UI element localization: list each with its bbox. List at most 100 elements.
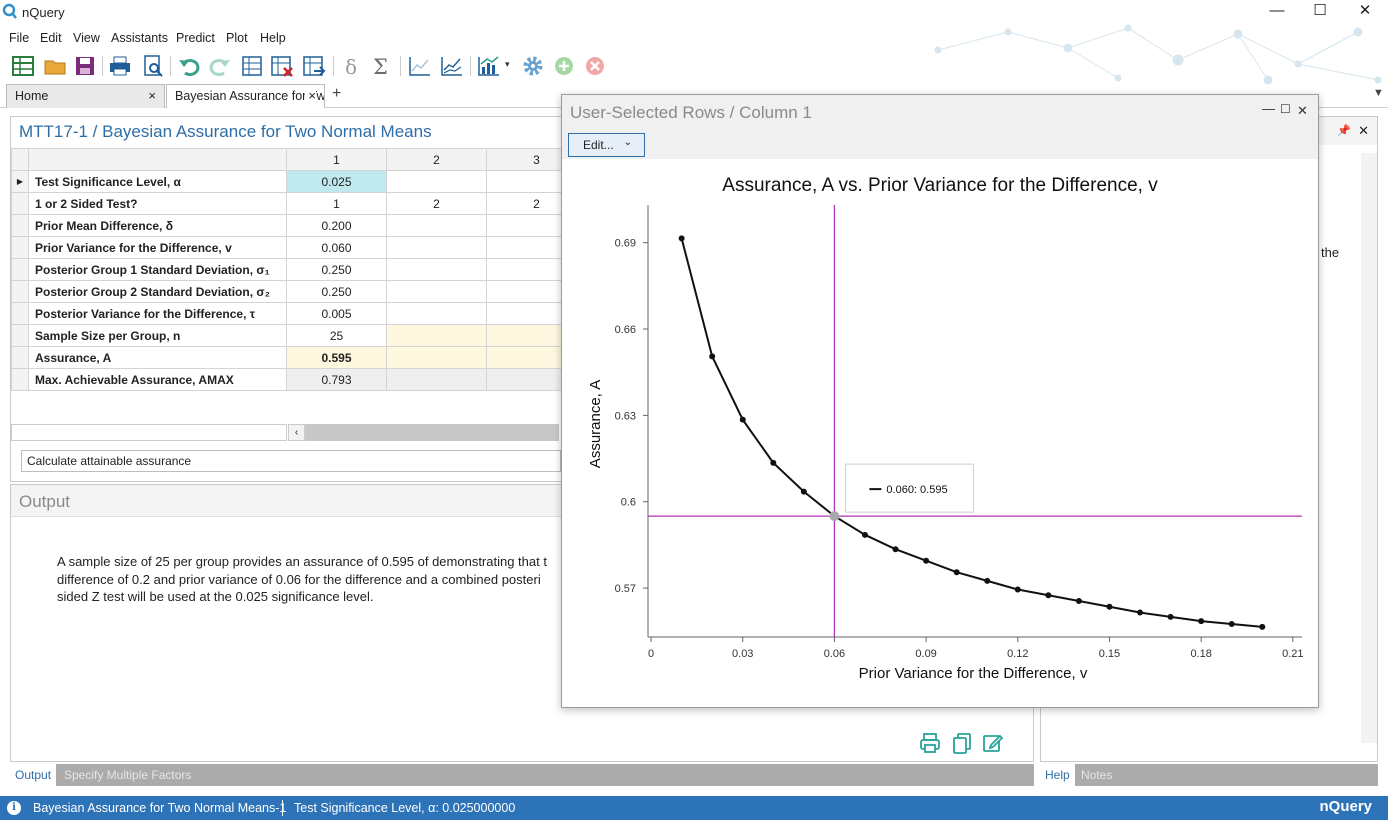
menu-view[interactable]: View <box>73 31 100 45</box>
tab-home-close-icon[interactable]: × <box>148 88 156 103</box>
output-bottom-tabs: Output Specify Multiple Factors <box>10 764 1034 786</box>
edit-button-label: Edit... <box>583 138 614 152</box>
table-cell[interactable] <box>386 236 487 259</box>
help-vertical-scrollbar[interactable] <box>1361 153 1377 743</box>
tab-notes[interactable]: Notes <box>1081 768 1113 782</box>
table-cell[interactable] <box>386 170 487 193</box>
settings-icon[interactable] <box>521 54 545 78</box>
table-cell[interactable]: 0.250 <box>286 258 387 281</box>
popup-maximize-button[interactable]: ☐ <box>1280 102 1291 116</box>
corner-header <box>11 148 29 171</box>
table-cell[interactable] <box>386 346 487 369</box>
calculate-option-select[interactable]: Calculate attainable assurance <box>21 450 561 472</box>
add-icon[interactable] <box>552 54 576 78</box>
data-point <box>923 557 930 564</box>
tab-bayesian-assurance[interactable]: Bayesian Assurance for Two Normal Means … <box>166 84 325 108</box>
table-cell[interactable] <box>386 214 487 237</box>
tab-specify-multiple-factors[interactable]: Specify Multiple Factors <box>64 768 192 782</box>
nquery-brand-logo: nQuery <box>1319 798 1372 815</box>
x-tick-label: 0.06 <box>824 648 845 660</box>
menu-plot[interactable]: Plot <box>226 31 248 45</box>
chart-dropdown-chevron-icon[interactable]: ▾ <box>505 59 510 69</box>
toolbar-separator <box>470 56 471 76</box>
table-cell[interactable]: 0.250 <box>286 280 387 303</box>
undo-icon[interactable] <box>177 54 201 78</box>
table-cell[interactable]: 2 <box>386 192 487 215</box>
scrollbar-thumb[interactable] <box>305 424 559 441</box>
copy-output-icon[interactable] <box>950 731 974 755</box>
menu-file[interactable]: File <box>9 31 30 45</box>
table-cell[interactable]: 0.060 <box>286 236 387 259</box>
table-cell[interactable]: 0.595 <box>286 346 387 369</box>
popup-close-button[interactable]: ✕ <box>1297 103 1308 118</box>
popup-minimize-button[interactable]: — <box>1262 101 1275 116</box>
table-cell[interactable] <box>386 302 487 325</box>
title-bar: nQuery — ☐ ✕ <box>0 0 1388 26</box>
line-chart-icon[interactable] <box>408 54 432 78</box>
row-label: Posterior Group 1 Standard Deviation, σ₁ <box>28 258 287 281</box>
y-tick-label: 0.66 <box>615 324 636 336</box>
column-header-1[interactable]: 1 <box>286 148 387 171</box>
print-preview-icon[interactable] <box>141 54 165 78</box>
tab-help[interactable]: Help <box>1040 764 1075 786</box>
status-document-name: Bayesian Assurance for Two Normal Means-… <box>33 801 287 815</box>
redo-icon[interactable] <box>208 54 232 78</box>
row-label: Test Significance Level, α <box>28 170 287 193</box>
chevron-down-icon: ⌄ <box>623 137 632 148</box>
delete-column-icon[interactable] <box>270 54 294 78</box>
fill-right-icon[interactable] <box>302 54 326 78</box>
x-tick-label: 0 <box>648 648 654 660</box>
table-cell[interactable]: 0.793 <box>286 368 387 391</box>
app-title: nQuery <box>22 5 65 20</box>
multi-line-chart-icon[interactable] <box>440 54 464 78</box>
y-tick-label: 0.6 <box>621 497 636 509</box>
sigma-icon[interactable]: Σ <box>370 54 394 78</box>
column-header-2[interactable]: 2 <box>386 148 487 171</box>
cancel-icon[interactable] <box>583 54 607 78</box>
status-bar: i Bayesian Assurance for Two Normal Mean… <box>0 796 1388 820</box>
delta-icon[interactable]: δ <box>340 54 364 78</box>
menu-predict[interactable]: Predict <box>176 31 215 45</box>
y-axis-label: Assurance, A <box>587 380 604 468</box>
table-cell[interactable] <box>386 280 487 303</box>
new-tab-icon[interactable]: + <box>332 85 342 102</box>
document-title: MTT17-1 / Bayesian Assurance for Two Nor… <box>19 122 432 141</box>
menu-edit[interactable]: Edit <box>40 31 62 45</box>
print-output-icon[interactable] <box>918 731 942 755</box>
menu-help[interactable]: Help <box>260 31 286 45</box>
minimize-button[interactable]: — <box>1269 2 1285 19</box>
nquery-logo-icon <box>2 3 17 19</box>
tab-output[interactable]: Output <box>10 764 57 786</box>
table-cell[interactable]: 0.025 <box>286 170 387 193</box>
print-icon[interactable] <box>108 54 132 78</box>
save-icon[interactable] <box>73 54 97 78</box>
table-cell[interactable] <box>386 324 487 347</box>
tab-home[interactable]: Home × <box>6 84 165 108</box>
pin-icon[interactable]: 📌 <box>1337 125 1351 137</box>
table-cell[interactable]: 0.200 <box>286 214 387 237</box>
table-cell[interactable]: 1 <box>286 192 387 215</box>
new-sheet-icon[interactable] <box>11 54 35 78</box>
selected-point-marker <box>829 511 840 522</box>
open-folder-icon[interactable] <box>43 54 67 78</box>
scroll-left-chevron-icon[interactable]: ‹ <box>288 424 305 441</box>
help-close-icon[interactable]: ✕ <box>1358 123 1369 138</box>
table-cell[interactable] <box>386 258 487 281</box>
table-cell[interactable]: 0.005 <box>286 302 387 325</box>
table-cell[interactable] <box>386 368 487 391</box>
row-label: Sample Size per Group, n <box>28 324 287 347</box>
maximize-button[interactable]: ☐ <box>1313 2 1327 19</box>
tab-bayesian-close-icon[interactable]: × <box>305 88 316 103</box>
close-button[interactable]: ✕ <box>1358 2 1372 19</box>
tab-overflow-chevron-icon[interactable]: ▼ <box>1373 87 1384 99</box>
menu-assistants[interactable]: Assistants <box>111 31 168 45</box>
network-decoration <box>934 24 1382 85</box>
edit-output-icon[interactable] <box>981 731 1005 755</box>
edit-dropdown-button[interactable]: Edit... ⌄ <box>568 133 645 157</box>
horizontal-scrollbar[interactable]: ‹ <box>11 424 559 441</box>
table-cell[interactable]: 25 <box>286 324 387 347</box>
insert-rows-icon[interactable] <box>240 54 264 78</box>
bar-chart-icon[interactable] <box>477 54 501 78</box>
data-point <box>678 235 685 242</box>
assurance-line-chart[interactable]: Assurance, A vs. Prior Variance for the … <box>562 159 1318 707</box>
